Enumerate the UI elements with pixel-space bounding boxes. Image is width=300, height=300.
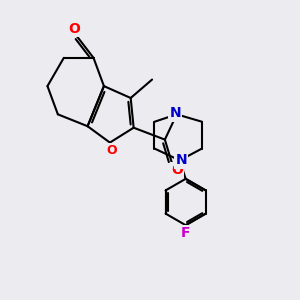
Text: N: N: [176, 153, 187, 167]
Text: O: O: [68, 22, 80, 36]
Text: N: N: [169, 106, 181, 120]
Text: F: F: [181, 226, 190, 240]
Text: O: O: [106, 143, 117, 157]
Text: O: O: [171, 163, 183, 177]
